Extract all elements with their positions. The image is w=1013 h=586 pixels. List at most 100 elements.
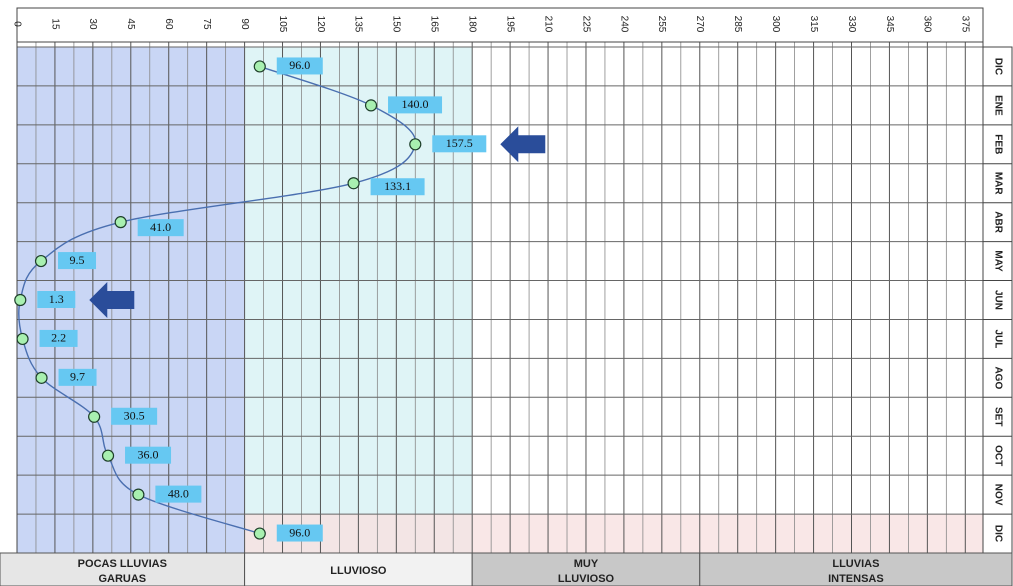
data-points bbox=[14, 60, 422, 540]
data-label-box bbox=[39, 329, 78, 347]
month-label: NOV bbox=[992, 484, 1003, 506]
month-label: JUL bbox=[992, 329, 1003, 348]
data-point bbox=[88, 410, 101, 423]
month-column bbox=[982, 46, 1013, 554]
band-label: INTENSAS bbox=[828, 573, 884, 585]
data-label-box bbox=[388, 96, 443, 114]
data-point bbox=[364, 99, 378, 112]
band-label: LLUVIOSO bbox=[330, 565, 387, 577]
arrow-icon-maximum bbox=[500, 126, 546, 163]
data-label-box bbox=[370, 178, 425, 196]
data-label: 9.7 bbox=[70, 370, 85, 384]
x-tick-label: 180 bbox=[467, 16, 478, 33]
x-tick-label: 150 bbox=[391, 16, 402, 33]
data-point bbox=[34, 254, 48, 268]
data-label: 140.0 bbox=[402, 97, 429, 111]
highlight-arrows bbox=[89, 126, 546, 318]
band-label-cell bbox=[699, 552, 1013, 586]
data-label: 48.0 bbox=[168, 486, 189, 500]
x-tick-label: 105 bbox=[277, 16, 288, 33]
month-label: JUN bbox=[992, 290, 1003, 310]
x-tick-label: 135 bbox=[353, 16, 364, 33]
x-tick-label: 225 bbox=[580, 16, 591, 33]
data-label: 96.0 bbox=[289, 58, 310, 72]
data-label-box bbox=[276, 57, 323, 75]
month-label: MAY bbox=[992, 250, 1003, 272]
data-label: 9.5 bbox=[70, 253, 85, 267]
band-labels: POCAS LLUVIAS GARUAS LLUVIOSO MUY LLUVIOSO LL… bbox=[0, 552, 1013, 586]
x-tick-label: 30 bbox=[87, 18, 98, 30]
x-tick-label: 75 bbox=[201, 18, 212, 30]
data-point bbox=[101, 449, 115, 462]
data-label: 96.0 bbox=[289, 525, 310, 539]
data-point bbox=[253, 60, 266, 73]
band-label: LLUVIAS bbox=[832, 558, 879, 570]
x-tick-label: 120 bbox=[315, 16, 326, 33]
x-tick-label: 345 bbox=[884, 16, 895, 33]
month-label: FEB bbox=[992, 134, 1003, 154]
data-labels: 96.0 140.0 157.5 133.1 41.0 9.5 1.3 2.2 9.7 30.5 3… bbox=[37, 57, 487, 542]
month-label: DIC bbox=[992, 525, 1003, 542]
band-label: GARUAS bbox=[98, 573, 146, 585]
data-label: 2.2 bbox=[51, 331, 66, 345]
band-label-cell bbox=[244, 552, 473, 586]
band-label-cell bbox=[471, 552, 701, 586]
x-tick-label: 15 bbox=[49, 18, 60, 30]
background-bands bbox=[17, 47, 984, 553]
data-point bbox=[35, 371, 48, 384]
x-tick-label: 360 bbox=[922, 16, 933, 33]
band-label: LLUVIOSO bbox=[558, 573, 615, 585]
x-tick-label: 165 bbox=[429, 16, 440, 33]
data-label: 133.1 bbox=[384, 179, 411, 193]
x-tick-label: 45 bbox=[125, 18, 136, 30]
month-label: MAR bbox=[992, 172, 1003, 196]
data-point bbox=[14, 293, 27, 307]
data-point bbox=[347, 177, 360, 190]
month-label: ABR bbox=[992, 211, 1003, 233]
data-label: 1.3 bbox=[49, 292, 64, 306]
data-label: 41.0 bbox=[150, 220, 171, 234]
x-tick-label: 270 bbox=[694, 16, 705, 33]
band-label: POCAS LLUVIAS bbox=[78, 558, 167, 570]
band-label: MUY bbox=[574, 558, 599, 570]
x-axis-ticks: 0 15 30 45 60 75 90 105 120 135 150 165 180 195 210 225… bbox=[11, 16, 970, 33]
x-tick-label: 60 bbox=[163, 18, 174, 30]
month-label: OCT bbox=[992, 445, 1003, 466]
data-point bbox=[114, 216, 127, 229]
x-tick-label: 195 bbox=[504, 16, 515, 33]
month-label: SET bbox=[992, 407, 1003, 426]
data-label: 157.5 bbox=[446, 136, 473, 150]
x-tick-label: 240 bbox=[618, 16, 629, 33]
x-tick-label: 210 bbox=[542, 16, 553, 33]
month-axis: DIC ENE FEB MAR ABR MAY JUN JUL AGO SET OCT NOV DIC bbox=[982, 46, 1013, 554]
dic-row-highlight bbox=[244, 514, 984, 553]
data-label-box bbox=[155, 485, 202, 503]
data-label-box bbox=[276, 524, 323, 542]
x-tick-label: 375 bbox=[960, 16, 971, 33]
data-point bbox=[16, 332, 29, 346]
x-tick-label: 0 bbox=[11, 21, 22, 27]
month-label: DIC bbox=[992, 58, 1003, 75]
data-label-box bbox=[58, 368, 97, 386]
data-label-box bbox=[125, 446, 172, 464]
data-point bbox=[132, 488, 145, 501]
data-label: 36.0 bbox=[138, 447, 159, 461]
data-label: 30.5 bbox=[124, 409, 145, 423]
x-tick-label: 90 bbox=[239, 18, 250, 30]
data-point bbox=[409, 138, 422, 151]
x-tick-label: 315 bbox=[808, 16, 819, 33]
data-label-box bbox=[432, 135, 487, 153]
month-label: ENE bbox=[992, 95, 1003, 116]
x-tick-label: 330 bbox=[846, 16, 857, 33]
month-label: AGO bbox=[992, 366, 1003, 389]
data-label-box bbox=[111, 407, 158, 425]
data-label-box bbox=[58, 252, 97, 270]
x-tick-label: 300 bbox=[770, 16, 781, 33]
data-point bbox=[253, 527, 266, 540]
data-label-box bbox=[37, 291, 76, 308]
data-label-box bbox=[137, 219, 184, 237]
x-tick-label: 285 bbox=[732, 16, 743, 33]
arrow-icon-minimum bbox=[89, 282, 135, 318]
band-label-cell bbox=[0, 552, 246, 586]
